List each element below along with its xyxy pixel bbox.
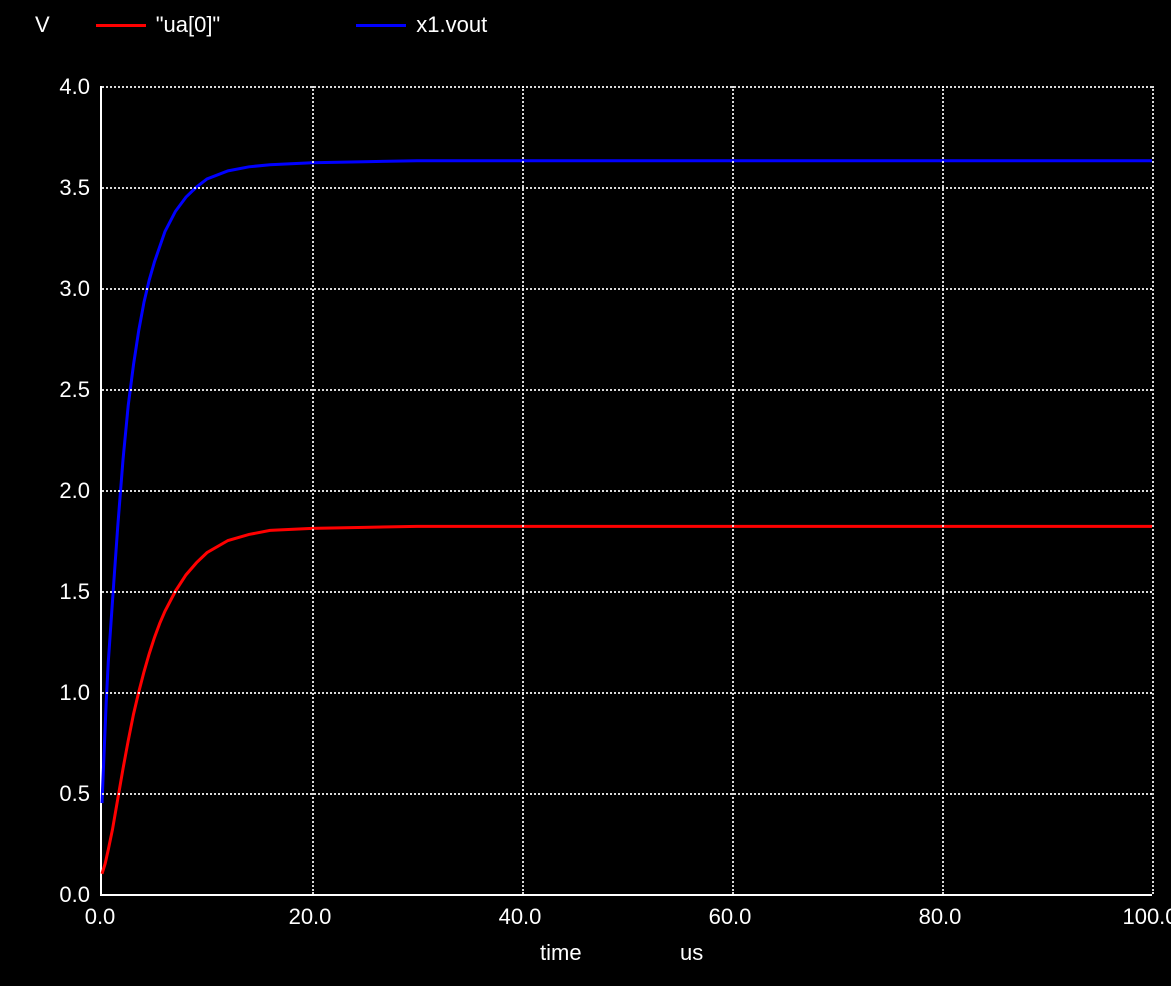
x-tick-label: 40.0 [480,904,560,930]
y-tick-label: 4.0 [35,74,90,100]
x-tick-label: 20.0 [270,904,350,930]
legend-item-x1vout: x1.vout [356,12,487,38]
legend-item-ua0: "ua[0]" [96,12,221,38]
gridline-h [102,793,1152,795]
legend-label-x1vout: x1.vout [416,12,487,38]
x-tick-label: 80.0 [900,904,980,930]
gridline-h [102,288,1152,290]
gridline-h [102,86,1152,88]
legend-swatch-ua0 [96,24,146,27]
y-tick-label: 0.5 [35,781,90,807]
y-tick-label: 2.5 [35,377,90,403]
x-tick-label: 100.0 [1110,904,1171,930]
y-tick-label: 1.5 [35,579,90,605]
gridline-h [102,187,1152,189]
gridline-v [1152,86,1154,894]
gridline-h [102,692,1152,694]
y-axis-label: V [35,12,50,38]
y-tick-label: 3.0 [35,276,90,302]
chart-container: V "ua[0]" x1.vout 0.0 20.0 40.0 60.0 80.0 100… [0,0,1171,986]
series-x1_vout [102,161,1152,803]
gridline-h [102,490,1152,492]
x-tick-label: 60.0 [690,904,770,930]
legend: V "ua[0]" x1.vout [35,12,487,38]
y-tick-label: 3.5 [35,175,90,201]
gridline-h [102,591,1152,593]
plot-area [100,86,1152,896]
y-tick-label: 0.0 [35,882,90,908]
legend-swatch-x1vout [356,24,406,27]
x-axis-label: time [540,940,582,966]
y-tick-label: 1.0 [35,680,90,706]
y-tick-label: 2.0 [35,478,90,504]
gridline-h [102,389,1152,391]
x-axis-unit: us [680,940,703,966]
series-ua0 [102,526,1152,873]
legend-label-ua0: "ua[0]" [156,12,221,38]
